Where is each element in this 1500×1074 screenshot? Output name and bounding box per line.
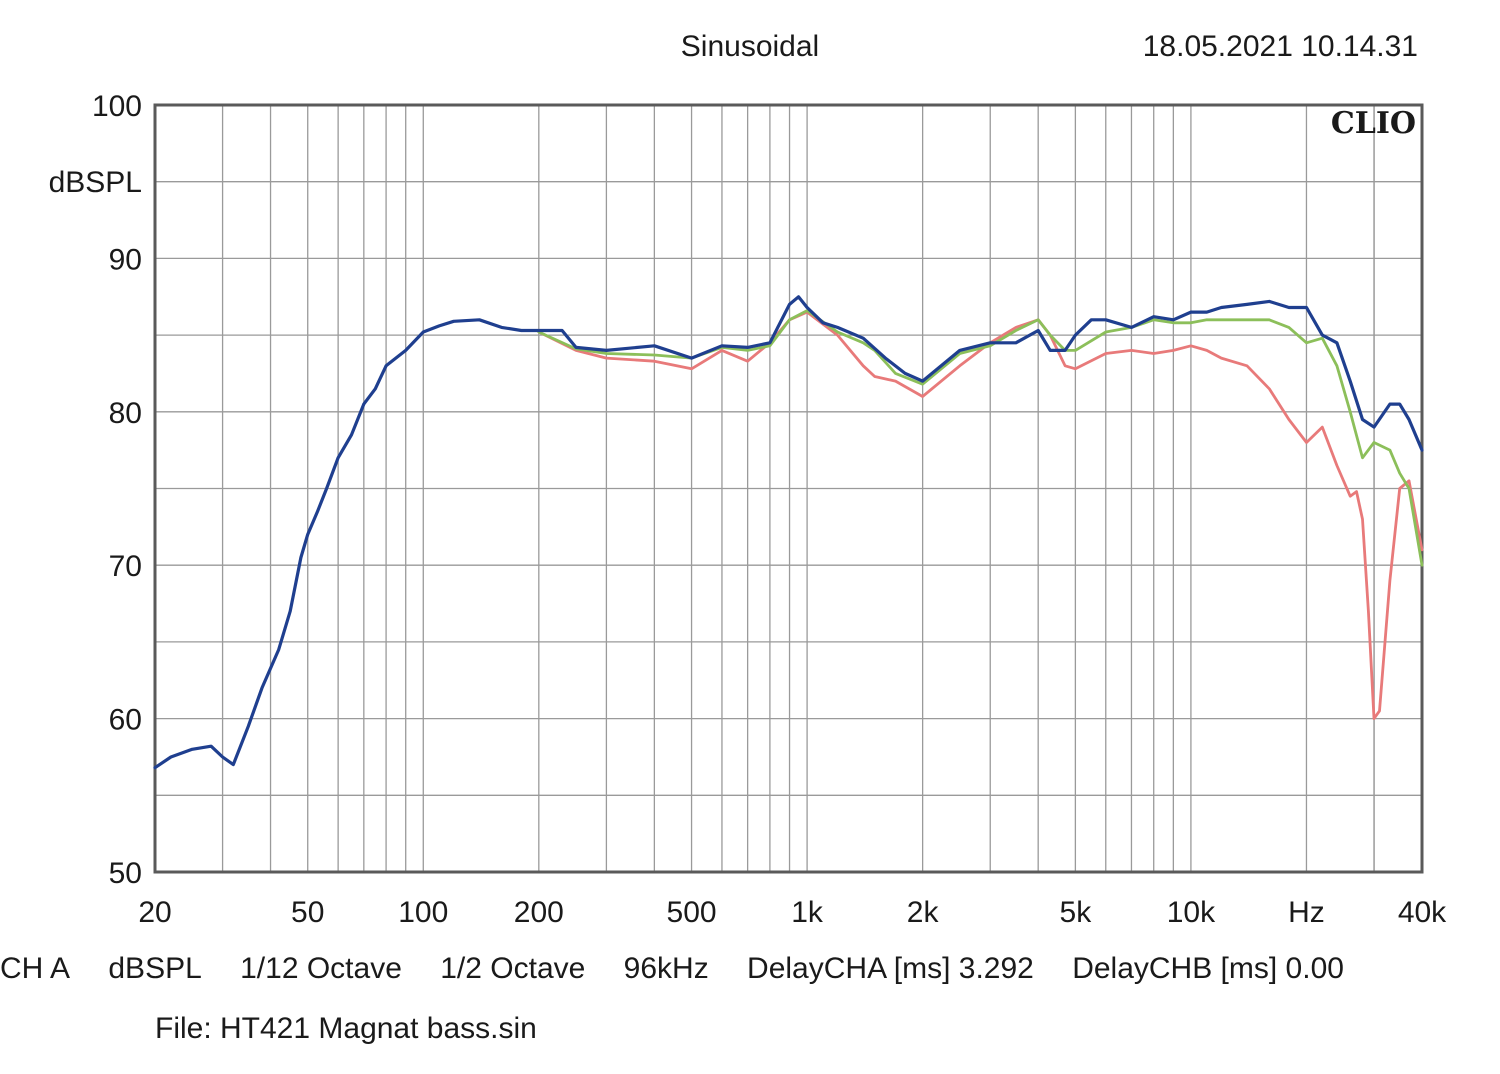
y-tick-label: 100 xyxy=(92,90,142,123)
x-tick-label: 5k xyxy=(1060,896,1093,929)
y-tick-label: 50 xyxy=(109,857,142,890)
x-tick-label: 200 xyxy=(514,896,564,929)
x-tick-label: 20 xyxy=(138,896,171,929)
x-tick-label: 500 xyxy=(667,896,717,929)
sample-rate-label: 96kHz xyxy=(623,952,709,985)
delay-chb-label: DelayCHB [ms] 0.00 xyxy=(1072,952,1344,985)
measurement-info: CH A dBSPL 1/12 Octave 1/2 Octave 96kHz … xyxy=(0,952,1374,986)
delay-cha-label: DelayCHA [ms] 3.292 xyxy=(747,952,1034,985)
resolution-label: 1/2 Octave xyxy=(440,952,586,985)
y-tick-label: 90 xyxy=(109,243,142,276)
tick-labels: 20 50 100 200 500 1k 2k 5k 10k Hz 40k 100 90 80 70 60 50 xyxy=(92,90,1447,929)
x-tick-label: 50 xyxy=(291,896,324,929)
x-tick-label: 10k xyxy=(1167,896,1216,929)
chart-title: Sinusoidal xyxy=(681,30,819,63)
series-layer xyxy=(153,295,1424,770)
series-line-2 xyxy=(537,309,1424,567)
y-tick-label: 80 xyxy=(109,397,142,430)
y-tick-label: 70 xyxy=(109,550,142,583)
x-tick-label: 1k xyxy=(791,896,824,929)
series-line-1 xyxy=(537,310,1424,720)
unit-label: dBSPL xyxy=(108,952,202,985)
x-tick-label: 100 xyxy=(398,896,448,929)
timestamp: 18.05.2021 10.14.31 xyxy=(1143,30,1418,63)
y-axis-label: dBSPL xyxy=(49,166,142,199)
channel-label: CH A xyxy=(0,952,71,985)
y-tick-label: 60 xyxy=(109,704,142,737)
brand-logo: CLIO xyxy=(1331,106,1416,141)
grid-lines xyxy=(155,105,1422,872)
series-line-3 xyxy=(153,295,1424,770)
file-name: File: HT421 Magnat bass.sin xyxy=(155,1012,537,1045)
plot-frame xyxy=(153,103,1424,874)
x-tick-label: Hz xyxy=(1288,896,1325,929)
x-tick-label: 2k xyxy=(907,896,940,929)
x-tick-label: 40k xyxy=(1398,896,1447,929)
smoothing-label: 1/12 Octave xyxy=(240,952,402,985)
